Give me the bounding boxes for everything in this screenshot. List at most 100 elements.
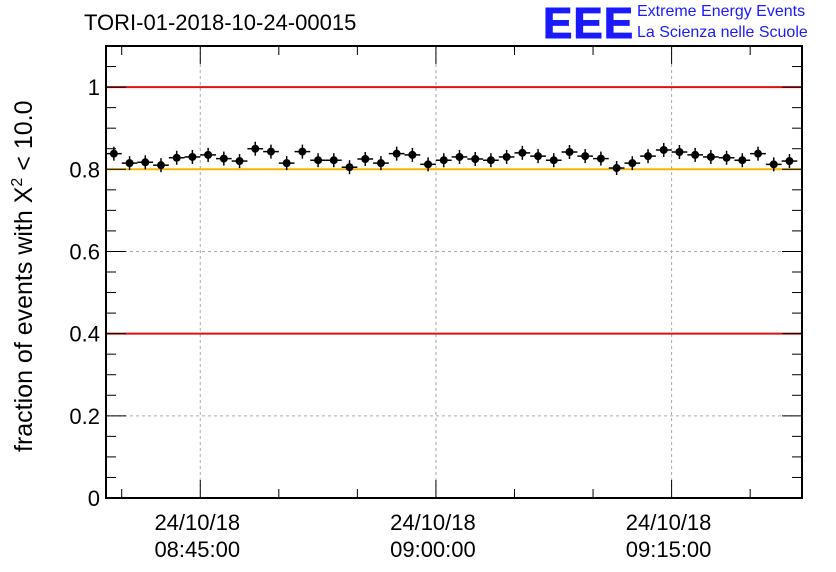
marker: [612, 164, 621, 173]
logo-line-1: Extreme Energy Events: [637, 3, 806, 20]
marker: [502, 152, 511, 161]
data-point: [373, 156, 389, 171]
marker: [266, 147, 275, 156]
data-point: [781, 154, 798, 169]
y-axis-label-suffix: < 10.0: [10, 101, 38, 178]
data-point: [530, 149, 546, 164]
marker: [141, 158, 150, 167]
data-point: [514, 145, 531, 160]
data-point: [137, 155, 154, 170]
x-tick-label-date: 24/10/18: [626, 510, 712, 535]
data-point: [106, 146, 122, 161]
logo-line-2: La Scienza nelle Scuole: [637, 24, 808, 41]
marker: [298, 147, 307, 156]
marker: [156, 161, 165, 170]
marker: [486, 156, 495, 165]
data-point: [153, 158, 169, 173]
data-point: [451, 149, 468, 164]
marker: [219, 154, 228, 163]
x-tick-label-time: 09:15:00: [626, 537, 712, 562]
marker: [785, 157, 794, 166]
data-point: [294, 144, 311, 159]
data-point: [278, 156, 295, 171]
marker: [659, 145, 668, 154]
data-point: [545, 153, 562, 168]
data-point: [325, 153, 342, 168]
marker: [282, 159, 291, 168]
marker: [109, 149, 118, 158]
chart-title: TORI-01-2018-10-24-00015: [84, 10, 357, 35]
data-point: [263, 144, 279, 159]
data-point: [765, 157, 782, 172]
marker: [329, 156, 338, 165]
data-point: [734, 153, 751, 168]
y-tick-label: 1: [88, 75, 100, 100]
data-point: [467, 152, 484, 166]
data-point: [404, 147, 421, 162]
grid-layer: [106, 46, 802, 498]
data-point: [310, 153, 326, 168]
reference-lines: [106, 86, 802, 335]
marker: [722, 153, 731, 162]
marker: [408, 150, 417, 159]
x-tick-label-date: 24/10/18: [390, 510, 476, 535]
marker: [455, 152, 464, 161]
axis-ticks: [106, 45, 802, 499]
data-point: [577, 149, 594, 164]
marker: [581, 152, 590, 161]
data-point: [200, 147, 216, 162]
x-tick-label-time: 09:00:00: [390, 537, 476, 562]
y-axis-label: fraction of events with X2 < 10.0: [9, 101, 38, 452]
marker: [565, 148, 574, 157]
y-axis-label-symbol: X: [10, 186, 38, 203]
y-tick-label: 0.6: [69, 239, 100, 264]
marker: [596, 154, 605, 163]
marker: [392, 149, 401, 158]
data-point: [184, 149, 201, 164]
data-point: [640, 149, 656, 164]
marker: [172, 153, 181, 162]
data-point: [420, 157, 436, 172]
data-point: [341, 160, 358, 175]
marker: [644, 152, 653, 161]
marker: [345, 163, 354, 172]
y-tick-label: 0: [88, 486, 100, 511]
tick-labels: 00.20.40.60.8124/10/1808:45:0024/10/1809…: [69, 75, 711, 562]
data-point: [247, 141, 264, 156]
x-tick-label-date: 24/10/18: [154, 510, 240, 535]
marker: [188, 152, 197, 161]
data-point: [498, 149, 515, 164]
marker: [439, 156, 448, 165]
marker: [125, 159, 134, 168]
marker: [549, 156, 558, 165]
data-point: [435, 153, 452, 168]
data-point: [388, 146, 405, 161]
data-point: [608, 161, 625, 176]
data-point: [750, 146, 766, 161]
data-point: [168, 150, 185, 165]
y-tick-label: 0.8: [69, 157, 100, 182]
data-point: [357, 152, 374, 166]
data-points: [106, 141, 798, 176]
x-tick-label-time: 08:45:00: [154, 537, 240, 562]
marker: [314, 156, 323, 165]
marker: [738, 156, 747, 165]
marker: [204, 150, 213, 159]
data-point: [231, 154, 248, 169]
marker: [706, 152, 715, 161]
marker: [518, 148, 527, 157]
marker: [424, 160, 433, 169]
data-point: [671, 145, 688, 160]
y-tick-label: 0.4: [69, 322, 100, 347]
data-point: [215, 151, 232, 166]
data-point: [655, 142, 672, 157]
marker: [534, 152, 543, 161]
marker: [471, 155, 480, 163]
marker: [376, 159, 385, 168]
y-axis-label-sup: 2: [9, 178, 26, 187]
marker: [769, 160, 778, 169]
data-point: [703, 149, 719, 164]
marker: [251, 144, 260, 153]
y-tick-label: 0.2: [69, 404, 100, 429]
